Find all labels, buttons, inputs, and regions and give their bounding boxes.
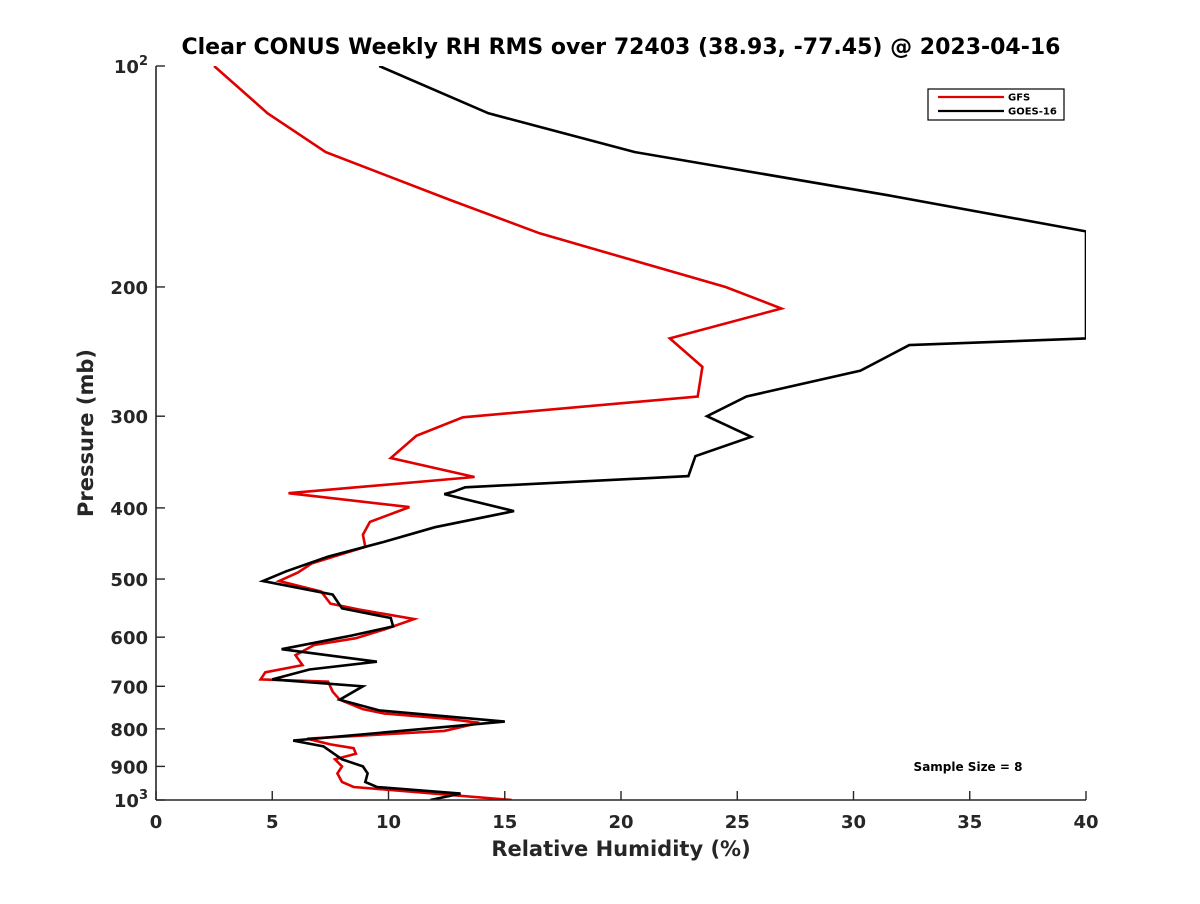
legend: GFS GOES-16 (927, 88, 1065, 121)
x-tick-label: 20 (608, 812, 633, 833)
x-ticks: 0 5 10 15 20 25 30 35 40 (150, 791, 1099, 833)
y-tick-label: 600 (110, 628, 148, 649)
x-tick-label: 15 (492, 812, 517, 833)
y-tick-label: 800 (110, 720, 148, 741)
y-tick-label: 700 (110, 677, 148, 698)
x-tick-label: 30 (841, 812, 866, 833)
series-layer (213, 66, 1086, 800)
legend-label-goes-16: GOES-16 (1008, 107, 1057, 118)
y-ticks: 102 200 300 400 500 600 700 800 900 103 (110, 54, 165, 812)
sample-size-annotation: Sample Size = 8 (914, 760, 1023, 774)
chart-title: Clear CONUS Weekly RH RMS over 72403 (38… (182, 35, 1061, 60)
x-tick-label: 35 (957, 812, 982, 833)
y-tick-label: 900 (110, 757, 148, 778)
y-tick-label: 200 (110, 278, 148, 299)
x-tick-label: 0 (150, 812, 163, 833)
y-tick-label: 103 (114, 788, 148, 812)
x-tick-label: 25 (725, 812, 750, 833)
x-tick-label: 40 (1073, 812, 1098, 833)
legend-label-gfs: GFS (1008, 93, 1030, 104)
plot-area (156, 66, 1086, 800)
legend-box (927, 88, 1065, 121)
y-axis-label: Pressure (mb) (74, 349, 98, 517)
x-tick-label: 5 (266, 812, 279, 833)
y-tick-label: 300 (110, 407, 148, 428)
y-tick-label: 102 (114, 54, 148, 78)
y-tick-label: 500 (110, 570, 148, 591)
x-axis-label: Relative Humidity (%) (491, 837, 750, 861)
series-line-goes-16 (258, 66, 1086, 800)
x-tick-label: 10 (376, 812, 401, 833)
y-tick-label: 400 (110, 499, 148, 520)
series-line-gfs (213, 66, 786, 800)
